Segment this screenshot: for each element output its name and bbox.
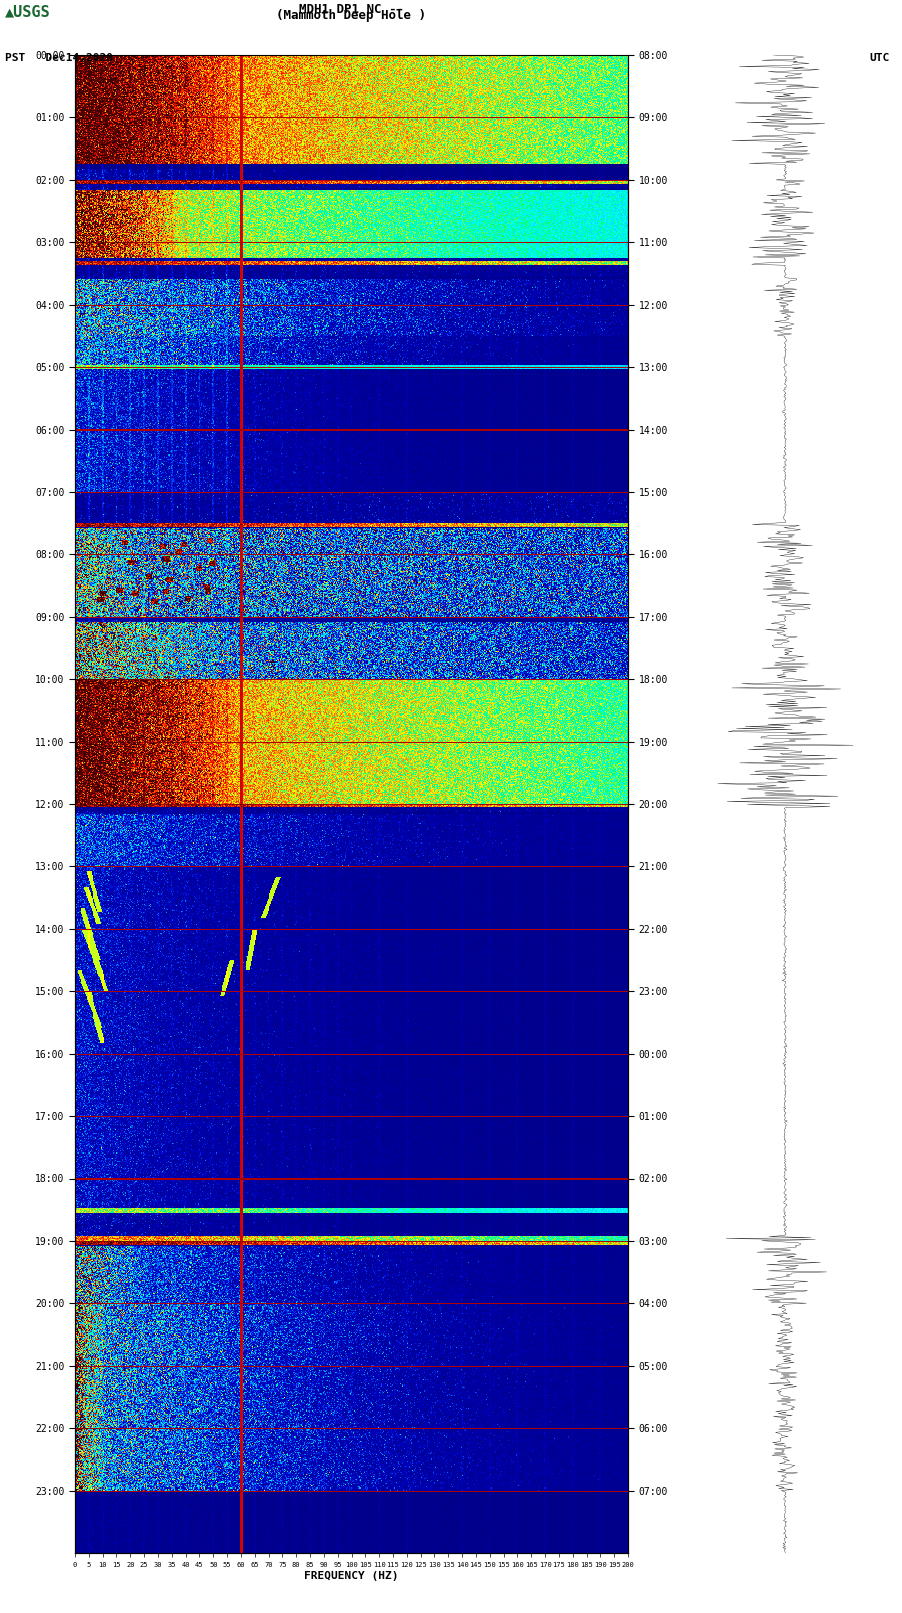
Text: PST   Dec14,2020: PST Dec14,2020 (5, 53, 113, 63)
X-axis label: FREQUENCY (HZ): FREQUENCY (HZ) (304, 1571, 399, 1581)
Text: UTC: UTC (870, 53, 890, 63)
Text: ▲USGS: ▲USGS (5, 5, 51, 19)
Text: (Mammoth Deep Hole ): (Mammoth Deep Hole ) (277, 10, 427, 23)
Text: MDH1 DP1 NC --: MDH1 DP1 NC -- (299, 3, 404, 16)
